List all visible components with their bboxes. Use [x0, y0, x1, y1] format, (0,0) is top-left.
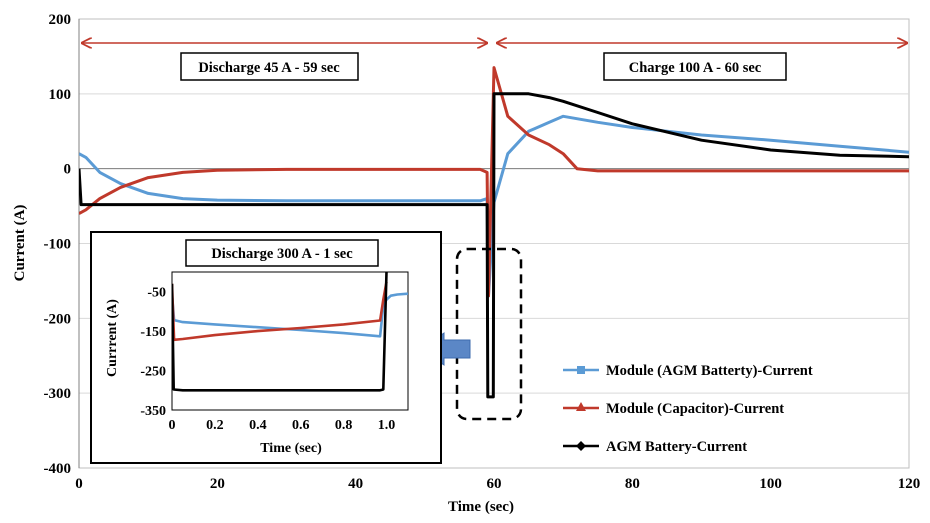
inset-y-tick-label: -250 — [140, 365, 166, 380]
series-line-agm-battery-current — [79, 92, 909, 399]
inset-x-tick-label: 1.0 — [378, 418, 396, 433]
x-tick-label: 20 — [210, 476, 225, 492]
inset-x-tick-label: 0.8 — [335, 418, 353, 433]
inset-x-tick-label: 0 — [169, 418, 176, 433]
legend-marker-triangle — [576, 402, 586, 411]
legend-item-agm-module: Module (AGM Batterty)-Current — [563, 363, 813, 379]
inset-series-line-module-agm-batterty-current — [172, 292, 408, 338]
y-tick-label: -200 — [44, 311, 72, 327]
inset-title-box — [185, 239, 379, 267]
legend: Module (AGM Batterty)-Current Module (Ca… — [563, 363, 813, 455]
discharge-label-box — [180, 52, 359, 81]
inset-title: Discharge 300 A - 1 sec — [211, 246, 353, 262]
charge-label: Charge 100 A - 60 sec — [629, 60, 762, 76]
legend-label: Module (AGM Batterty)-Current — [606, 363, 813, 379]
y-tick-label: -100 — [44, 237, 72, 253]
y-tick-label: 100 — [49, 87, 72, 103]
legend-item-agm-battery: AGM Battery-Current — [563, 439, 747, 455]
x-axis-title: Time (sec) — [448, 499, 514, 515]
discharge-label: Discharge 45 A - 59 sec — [198, 60, 340, 76]
x-tick-label: 100 — [759, 476, 782, 492]
inset-x-tick-label: 0.2 — [206, 418, 224, 433]
inset-y-tick-label: -150 — [140, 325, 166, 340]
inset-y-tick-label: -50 — [147, 286, 166, 301]
legend-label: Module (Capacitor)-Current — [606, 401, 784, 417]
legend-marker-diamond — [576, 441, 586, 451]
y-tick-label: 0 — [64, 162, 72, 178]
inset-x-tick-label: 0.6 — [292, 418, 310, 433]
inset-y-axis-title: Currrent (A) — [105, 299, 120, 377]
inset-axes: -350 -250 -150 -50 0 0.2 0.4 0.6 0.8 1.0 — [140, 286, 395, 433]
charge-label-box — [603, 52, 787, 81]
inset-series-line-agm-battery-current — [172, 272, 388, 392]
inset-plot-area — [171, 271, 409, 411]
main-tick-labels: -400 -300 -200 -100 0 100 200 0 20 40 60 80 100 120 — [44, 12, 921, 492]
inset-y-tick-label: -350 — [140, 404, 166, 419]
x-tick-label: 60 — [487, 476, 502, 492]
x-tick-label: 40 — [348, 476, 363, 492]
x-tick-label: 120 — [898, 476, 921, 492]
zoom-region-box — [455, 247, 523, 421]
y-tick-label: -300 — [44, 386, 72, 402]
legend-marker-square — [577, 366, 585, 374]
x-tick-label: 0 — [75, 476, 83, 492]
inset-x-axis-title: Time (sec) — [260, 441, 322, 456]
legend-label: AGM Battery-Current — [606, 439, 747, 455]
y-tick-label: 200 — [49, 12, 72, 28]
y-tick-label: -400 — [44, 461, 72, 477]
main-series-lines — [79, 66, 909, 399]
y-axis-title: Current (A) — [12, 205, 28, 282]
inset-series-lines — [172, 272, 408, 392]
x-tick-label: 80 — [625, 476, 640, 492]
inset-x-tick-label: 0.4 — [249, 418, 267, 433]
legend-item-capacitor-module: Module (Capacitor)-Current — [563, 401, 784, 417]
inset-series-line-module-capacitor-current — [172, 281, 388, 342]
